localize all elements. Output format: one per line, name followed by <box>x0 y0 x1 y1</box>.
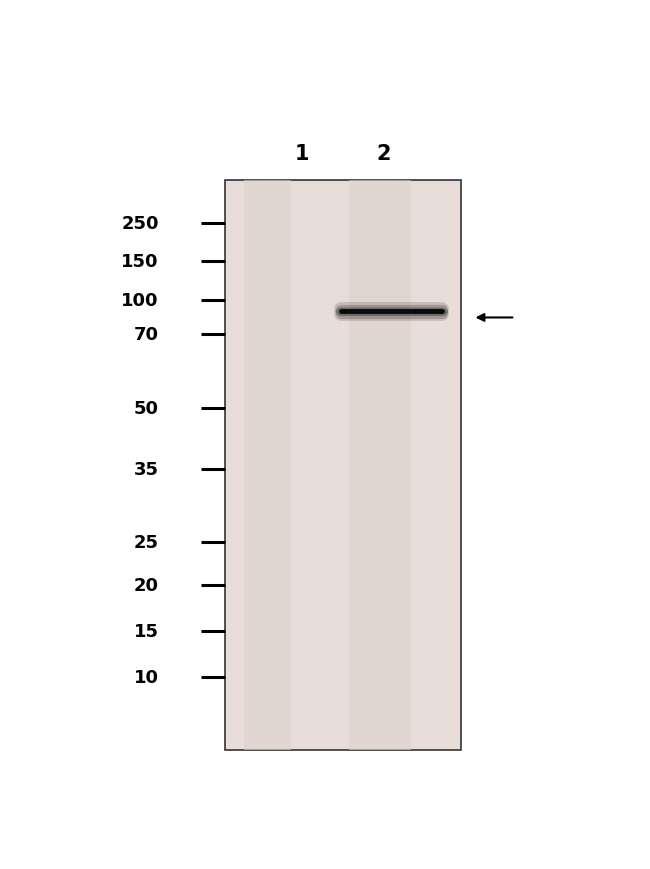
Text: 25: 25 <box>134 534 159 552</box>
Text: 150: 150 <box>122 253 159 271</box>
Bar <box>348 182 411 750</box>
Text: 35: 35 <box>134 461 159 479</box>
Text: 70: 70 <box>134 326 159 344</box>
Bar <box>225 182 461 750</box>
Text: 50: 50 <box>134 399 159 417</box>
Text: 100: 100 <box>122 291 159 309</box>
Text: 20: 20 <box>134 576 159 594</box>
Bar <box>244 182 291 750</box>
Text: 15: 15 <box>134 622 159 640</box>
Text: 2: 2 <box>376 144 391 164</box>
Text: 250: 250 <box>122 215 159 233</box>
Text: 10: 10 <box>134 668 159 687</box>
Text: 1: 1 <box>295 144 309 164</box>
